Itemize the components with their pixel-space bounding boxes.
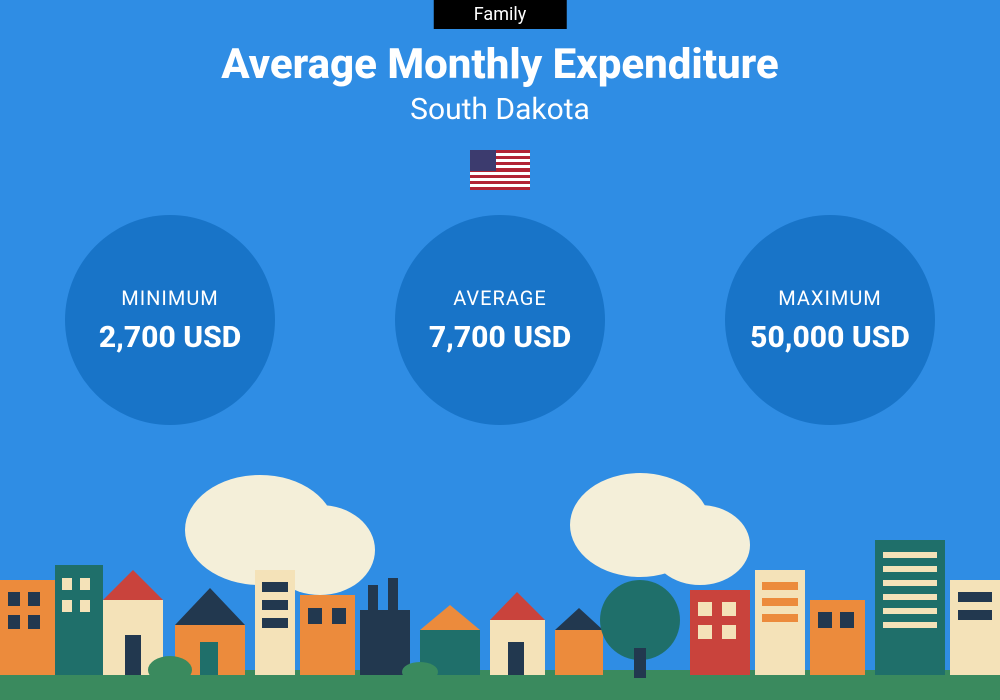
category-badge: Family: [434, 0, 567, 29]
page-title: Average Monthly Expenditure: [0, 40, 1000, 89]
stat-circle-minimum: MINIMUM 2,700 USD: [65, 215, 275, 425]
stat-value: 2,700 USD: [99, 320, 241, 355]
cityscape-illustration: [0, 470, 1000, 700]
flag-icon: [470, 150, 530, 190]
stat-circle-average: AVERAGE 7,700 USD: [395, 215, 605, 425]
stat-circle-maximum: MAXIMUM 50,000 USD: [725, 215, 935, 425]
stats-row: MINIMUM 2,700 USD AVERAGE 7,700 USD MAXI…: [0, 215, 1000, 425]
stat-label: AVERAGE: [453, 286, 547, 310]
stat-value: 50,000 USD: [750, 320, 910, 355]
stat-label: MAXIMUM: [778, 286, 882, 310]
infographic-canvas: Family Average Monthly Expenditure South…: [0, 0, 1000, 700]
stat-value: 7,700 USD: [429, 320, 571, 355]
stat-label: MINIMUM: [121, 286, 219, 310]
page-subtitle: South Dakota: [0, 92, 1000, 127]
category-badge-label: Family: [474, 4, 527, 25]
